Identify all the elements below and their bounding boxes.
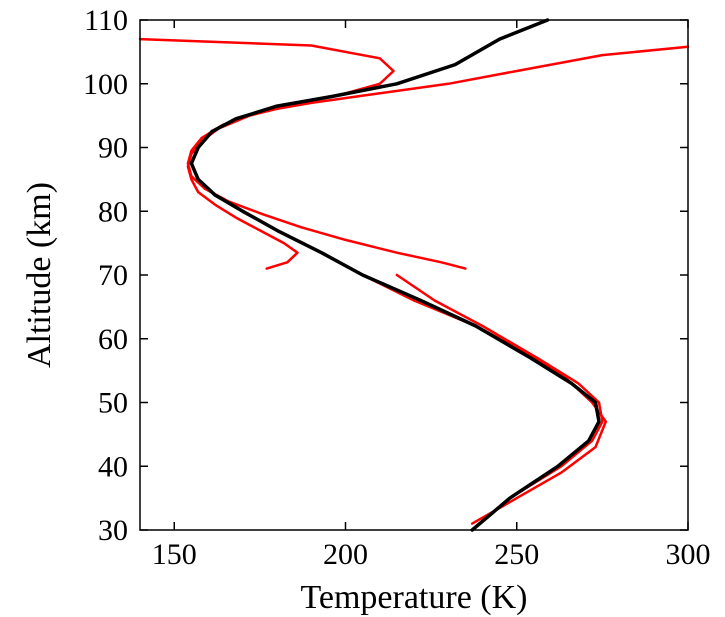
plot-frame bbox=[139, 19, 689, 531]
y-tick-label: 80 bbox=[98, 195, 128, 228]
y-tick-label: 30 bbox=[98, 514, 128, 547]
x-axis-ticks: 150 200 250 300 bbox=[152, 20, 711, 571]
y-tick-label: 70 bbox=[98, 259, 128, 292]
y-tick-label: 60 bbox=[98, 323, 128, 356]
y-axis-label: Altitude (km) bbox=[21, 182, 58, 368]
y-tick-label: 110 bbox=[84, 4, 128, 37]
series-line-2 bbox=[361, 273, 608, 525]
y-tick-label: 100 bbox=[83, 68, 128, 101]
x-tick-label: 150 bbox=[152, 538, 197, 571]
y-tick-label: 90 bbox=[98, 132, 128, 165]
series-layer bbox=[138, 18, 690, 532]
y-tick-label: 50 bbox=[98, 387, 128, 420]
x-tick-label: 250 bbox=[494, 538, 539, 571]
series-line-3 bbox=[186, 45, 690, 270]
y-axis-ticks: 30 40 50 60 70 80 90 100 110 bbox=[83, 4, 688, 547]
x-axis-label: Temperature (K) bbox=[301, 579, 528, 616]
y-tick-label: 40 bbox=[98, 450, 128, 483]
x-tick-label: 200 bbox=[323, 538, 368, 571]
series-line-4 bbox=[138, 37, 395, 270]
series-line-5 bbox=[189, 18, 601, 532]
series-line-1 bbox=[395, 273, 604, 532]
x-tick-label: 300 bbox=[666, 538, 711, 571]
